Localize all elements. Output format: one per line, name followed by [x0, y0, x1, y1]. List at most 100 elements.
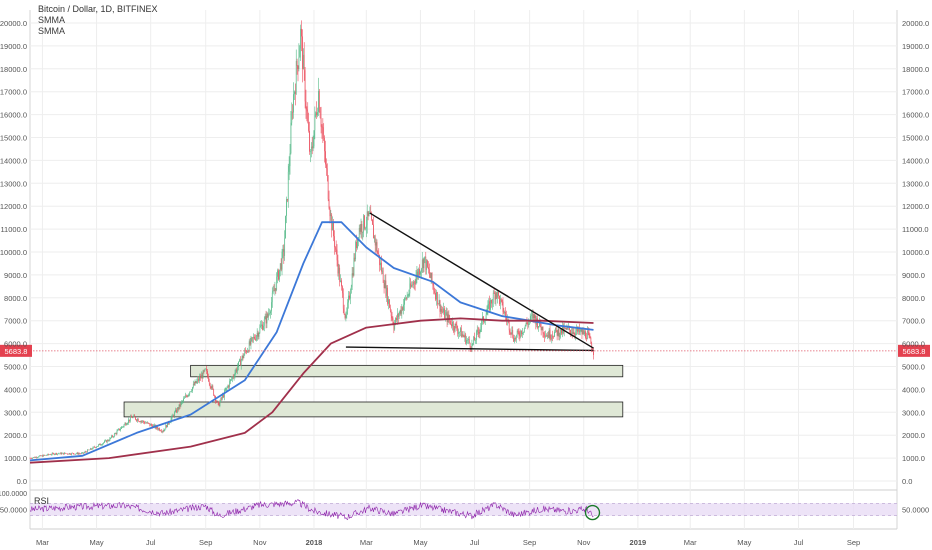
candle-body [511, 329, 513, 334]
candle [69, 452, 71, 455]
time-tick-label: Mar [360, 538, 373, 547]
candle-body [271, 292, 273, 303]
candle [263, 316, 265, 332]
candle-body [409, 283, 411, 294]
candle-body [340, 280, 341, 282]
candle [310, 149, 311, 163]
candle [415, 270, 417, 285]
candle-body [522, 332, 523, 335]
candle [447, 311, 449, 325]
candle [446, 308, 448, 328]
candle [408, 289, 410, 298]
candle [146, 421, 148, 424]
price-tick-label: 20000.0 [902, 19, 929, 28]
candle-body [569, 326, 570, 330]
left-price-axis[interactable]: 20000.0 19000.0 18000.0 17000.0 16000.0 15000… [0, 19, 27, 486]
candle-body [261, 324, 262, 326]
time-tick-label: May [737, 538, 751, 547]
candle-body [50, 454, 52, 456]
price-tick-label: 13000.0 [0, 179, 27, 188]
candle [441, 305, 443, 318]
candle-body [124, 423, 126, 425]
candle-body [515, 335, 517, 340]
candle-body [115, 433, 117, 434]
candle [406, 291, 408, 300]
candle-body [323, 134, 325, 138]
candle [475, 337, 476, 344]
candle-body [465, 334, 467, 344]
candle [122, 425, 124, 428]
candle-body [505, 312, 507, 317]
candle-body [405, 297, 407, 299]
candle [175, 407, 176, 413]
candle [547, 331, 549, 339]
time-axis[interactable]: Mar May Jul Sep Nov 2018 Mar May Jul Sep Nov 2019 Ma… [36, 538, 860, 547]
candle-body [253, 336, 254, 339]
symbol-title[interactable]: Bitcoin / Dollar, 1D, BITFINEX [38, 4, 158, 14]
candle-body [60, 452, 62, 455]
candle [145, 422, 147, 424]
candle [436, 291, 438, 309]
right-price-axis[interactable]: 20000.0 19000.0 18000.0 17000.0 16000.0 15000… [902, 19, 929, 486]
smma-legend-1[interactable]: SMMA [38, 15, 65, 25]
candle-body [468, 339, 469, 340]
candle [323, 123, 325, 141]
candle [182, 400, 183, 404]
candle [41, 455, 42, 457]
candle-body [270, 311, 271, 314]
candle [110, 437, 112, 440]
candle-body [63, 452, 65, 455]
rsi-pane[interactable]: 100.0000 50.0000 50.0000 [0, 491, 929, 521]
candle-body [475, 340, 476, 341]
candle-body [451, 324, 452, 327]
rsi-legend[interactable]: RSI [34, 496, 50, 506]
candle-body [314, 113, 316, 131]
candle [508, 319, 510, 335]
candle-body [249, 341, 251, 345]
candle [309, 121, 310, 155]
candle-body [551, 335, 553, 339]
smma-fast-line [29, 221, 594, 462]
candle-body [184, 395, 186, 398]
candle-body [33, 457, 34, 458]
candle-body [66, 453, 68, 455]
candle [298, 43, 300, 72]
candle-body [476, 329, 478, 332]
candle-body [112, 435, 113, 437]
candle-body [150, 424, 152, 426]
candle-body [444, 313, 446, 319]
candle-body [408, 293, 410, 296]
candle [491, 299, 492, 308]
candle-body [138, 421, 140, 422]
smma-legend-2[interactable]: SMMA [38, 26, 65, 36]
candle-body [386, 287, 388, 296]
candle-body [578, 327, 580, 333]
candle-body [519, 335, 521, 337]
candle [511, 326, 513, 336]
candle [466, 336, 467, 346]
price-tick-label: 5000.0 [4, 363, 27, 372]
candle-body [177, 407, 179, 410]
candle [327, 175, 329, 202]
candle [459, 331, 460, 338]
candle-body [397, 313, 399, 318]
candle-body [407, 295, 409, 297]
candle [77, 451, 79, 455]
candle-body [574, 334, 576, 336]
candle-body [86, 451, 88, 453]
candle-body [324, 137, 325, 152]
candle [239, 356, 241, 366]
price-tick-label: 9000.0 [902, 271, 925, 280]
candle [332, 216, 333, 231]
candle-body [547, 334, 549, 338]
candle [361, 220, 363, 239]
candle-body [464, 334, 466, 338]
candle [92, 446, 94, 450]
candle-body [32, 457, 34, 459]
candle [276, 272, 278, 292]
grid [29, 10, 898, 530]
candle [586, 332, 587, 342]
candle-body [241, 355, 243, 361]
candle [339, 264, 341, 287]
